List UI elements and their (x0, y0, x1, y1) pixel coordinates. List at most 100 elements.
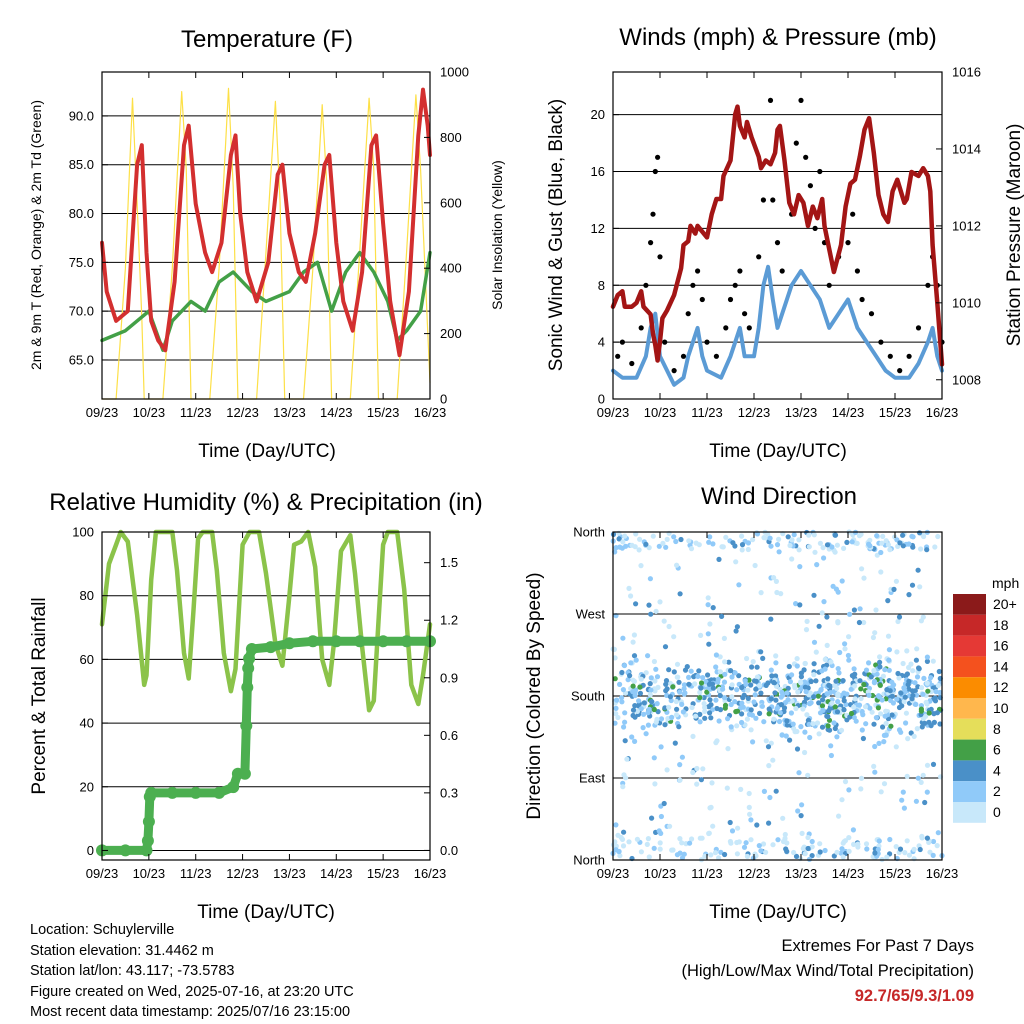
direction-point (662, 722, 668, 728)
direction-point (885, 542, 892, 548)
direction-point (787, 737, 793, 743)
direction-point (811, 639, 818, 645)
direction-point (744, 655, 750, 662)
direction-point (612, 676, 618, 682)
temperature-series-line (100, 87, 432, 358)
x-tick-label: 15/23 (879, 405, 912, 420)
direction-point (910, 692, 916, 699)
x-tick-label: 14/23 (832, 405, 865, 420)
direction-point (652, 678, 658, 684)
direction-point (748, 707, 754, 713)
direction-point (850, 827, 857, 833)
direction-point (916, 665, 922, 671)
direction-point (901, 699, 907, 705)
direction-point (788, 710, 795, 716)
gust-point (760, 197, 767, 203)
gust-point (845, 240, 851, 246)
legend-label: 6 (993, 742, 1001, 758)
direction-point (620, 635, 626, 641)
direction-point (915, 775, 921, 781)
direction-point (776, 536, 782, 542)
direction-point (851, 704, 857, 710)
direction-point (705, 602, 711, 608)
direction-point (768, 616, 774, 622)
direction-point (904, 671, 911, 677)
direction-point (794, 746, 801, 752)
direction-point (728, 701, 734, 708)
direction-point (844, 539, 850, 546)
direction-point (677, 777, 683, 783)
direction-point (632, 703, 638, 709)
direction-point (766, 711, 772, 717)
direction-point (671, 634, 677, 640)
direction-point (723, 534, 729, 540)
direction-point (657, 840, 663, 846)
direction-point (839, 846, 845, 852)
direction-point (650, 533, 656, 539)
direction-point (727, 819, 733, 826)
direction-point (697, 835, 703, 841)
temperature-panel: Temperature (F) 09/23 10/23 11/23 12/23 13/2… (28, 26, 505, 462)
direction-point (880, 533, 886, 540)
direction-point (807, 734, 813, 741)
direction-point (789, 556, 795, 562)
temperature-title: Temperature (F) (181, 26, 353, 53)
legend-label: 0 (993, 804, 1001, 820)
legend-swatch (953, 698, 986, 719)
direction-point (913, 657, 920, 663)
legend-label: 4 (993, 762, 1001, 778)
direction-point (666, 704, 672, 710)
direction-point (852, 696, 858, 702)
direction-point (918, 779, 924, 786)
gust-point (854, 268, 861, 274)
direction-point (782, 700, 789, 706)
direction-point (708, 852, 714, 858)
gust-point (779, 268, 785, 274)
direction-point (620, 784, 626, 790)
direction-point (766, 820, 772, 826)
direction-point (612, 720, 618, 726)
x-tick-label: 11/23 (691, 405, 723, 420)
direction-point (716, 556, 722, 563)
direction-point (739, 700, 745, 706)
direction-point (887, 836, 893, 843)
direction-point (834, 734, 840, 740)
solar-series-line (101, 87, 431, 400)
direction-point (761, 535, 767, 541)
direction-point (693, 713, 699, 719)
rainfall-point (119, 844, 132, 857)
direction-point (801, 699, 808, 705)
direction-point (806, 544, 812, 550)
y-tick-label: 8 (598, 278, 605, 293)
direction-point (921, 533, 927, 540)
direction-point (739, 719, 745, 726)
x-tick-label: 11/23 (180, 405, 212, 420)
direction-point (732, 543, 738, 549)
rainfall-point (242, 662, 255, 675)
direction-point (909, 533, 915, 539)
direction-point (623, 543, 629, 549)
y-tick-label: 65.0 (69, 352, 94, 367)
direction-point (658, 716, 665, 722)
direction-point (911, 733, 917, 740)
direction-point (819, 724, 826, 730)
direction-point (710, 823, 716, 829)
direction-point (779, 732, 785, 738)
direction-point (863, 721, 869, 727)
direction-point (759, 703, 766, 709)
direction-point (919, 685, 925, 691)
direction-point (758, 690, 764, 696)
direction-point (681, 686, 687, 692)
direction-point (638, 706, 644, 712)
direction-point (801, 844, 807, 850)
direction-point (905, 736, 911, 742)
direction-point (785, 685, 791, 691)
direction-point (883, 720, 889, 727)
direction-point (821, 599, 827, 605)
direction-point (910, 668, 916, 674)
direction-point (713, 664, 719, 670)
y2-tick-label: 0.9 (440, 670, 458, 685)
direction-point (841, 707, 847, 713)
direction-point (627, 673, 633, 679)
direction-point (651, 755, 657, 761)
